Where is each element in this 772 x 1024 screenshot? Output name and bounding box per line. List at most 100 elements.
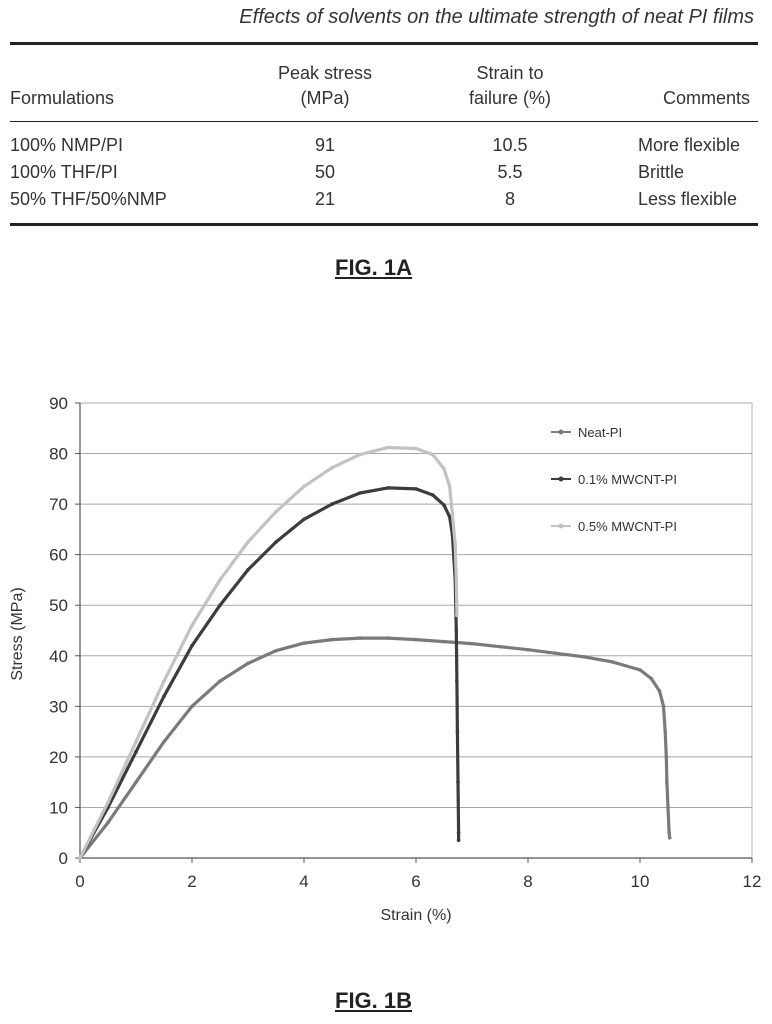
legend-label: 0.1% MWCNT-PI bbox=[578, 472, 677, 487]
series-3-point bbox=[134, 739, 138, 744]
series-3-point bbox=[246, 540, 250, 544]
x-tick-label: 0 bbox=[75, 872, 84, 891]
series-1-point bbox=[414, 637, 418, 642]
series-2-point bbox=[134, 750, 138, 754]
y-tick-label: 90 bbox=[49, 394, 68, 413]
series-2-point bbox=[454, 628, 459, 633]
cell-formulation: 100% NMP/PI bbox=[10, 135, 124, 155]
series-3-point bbox=[450, 512, 455, 517]
series-1-point bbox=[638, 668, 642, 672]
series-3-point bbox=[274, 509, 278, 514]
series-1-point bbox=[582, 654, 586, 659]
series-3-point bbox=[302, 484, 306, 489]
series-2-point bbox=[456, 830, 461, 835]
series-1-point bbox=[190, 704, 194, 709]
series-3-point bbox=[447, 484, 452, 489]
axes: 0 10 20 30 40 50 60 70 80 90 0 2 4 6 8 10 12 bbox=[49, 394, 761, 891]
series-1-point bbox=[246, 661, 250, 666]
header-peak-stress-line1: Peak stress bbox=[277, 63, 373, 83]
series-1-point bbox=[661, 704, 666, 709]
series-2-point bbox=[358, 491, 362, 495]
y-tick-label: 0 bbox=[59, 849, 68, 868]
cell-peak-stress: 21 bbox=[314, 189, 336, 209]
x-tick-label: 12 bbox=[743, 872, 762, 891]
series-1-point bbox=[610, 660, 614, 664]
y-tick-label: 40 bbox=[49, 647, 68, 666]
header-formulations: Formulations bbox=[10, 88, 115, 108]
legend-marker bbox=[558, 523, 564, 529]
series-1-point bbox=[657, 689, 662, 693]
series-line-3 bbox=[78, 445, 459, 860]
series-3-point bbox=[78, 856, 82, 860]
series-1-point bbox=[442, 639, 446, 644]
series-3-point bbox=[162, 679, 166, 683]
x-tick-label: 6 bbox=[411, 872, 420, 891]
series-1-point bbox=[526, 647, 530, 652]
series-3-point bbox=[190, 623, 194, 628]
series-1-point bbox=[667, 835, 672, 840]
series-2-point bbox=[414, 487, 418, 491]
y-tick-label: 80 bbox=[49, 445, 68, 464]
series-1-point bbox=[666, 805, 670, 810]
series-3-point bbox=[414, 446, 418, 451]
cell-peak-stress: 91 bbox=[314, 135, 336, 155]
series-2-point bbox=[218, 603, 222, 608]
y-tick-label: 30 bbox=[49, 697, 68, 716]
series-1-point bbox=[470, 641, 474, 646]
y-tick-label: 50 bbox=[49, 596, 68, 615]
legend-label: 0.5% MWCNT-PI bbox=[578, 519, 677, 534]
x-tick-label: 8 bbox=[523, 872, 532, 891]
series-1-point bbox=[667, 830, 671, 835]
series-2-point bbox=[456, 780, 460, 784]
header-strain-line2: failure (%) bbox=[468, 88, 552, 108]
header-comments: Comments bbox=[662, 88, 750, 108]
table-header-rule bbox=[10, 121, 758, 122]
header-strain-line1: Strain to bbox=[476, 63, 544, 83]
series-1-point bbox=[498, 644, 502, 649]
series-3-point bbox=[454, 578, 459, 582]
legend-label: Neat-PI bbox=[578, 425, 622, 440]
series-1-point bbox=[663, 729, 667, 734]
cell-formulation: 50% THF/50%NMP bbox=[10, 189, 167, 209]
y-tick-label: 60 bbox=[49, 546, 68, 565]
series-2-point bbox=[455, 679, 459, 683]
solvent-table: Effects of solvents on the ultimate stre… bbox=[0, 0, 772, 300]
series-1-point bbox=[358, 636, 362, 640]
series-1-point bbox=[218, 679, 222, 683]
series-1-point bbox=[554, 651, 558, 656]
series-1-point bbox=[664, 755, 669, 759]
series-2-point bbox=[442, 503, 446, 507]
y-axis-label: Stress (MPa) bbox=[9, 587, 26, 680]
cell-formulation: 100% THF/PI bbox=[10, 162, 118, 182]
series-2-point bbox=[386, 486, 390, 490]
table-top-rule bbox=[10, 42, 758, 45]
series-1-point bbox=[330, 637, 334, 642]
cell-comment: Less flexible bbox=[638, 189, 738, 209]
cell-comment: More flexible bbox=[638, 135, 741, 155]
grid-lines bbox=[79, 402, 753, 859]
series-1-point bbox=[106, 820, 110, 825]
y-tick-label: 70 bbox=[49, 495, 68, 514]
y-tick-label: 20 bbox=[49, 748, 68, 767]
series-3-point bbox=[455, 613, 459, 618]
cell-strain: 10.5 bbox=[492, 135, 528, 155]
series-2-point bbox=[330, 502, 334, 506]
legend: Neat-PI 0.1% MWCNT-PI 0.5% MWCNT-PI bbox=[551, 425, 677, 534]
series-3-point bbox=[358, 452, 362, 457]
figure-label-1b: FIG. 1B bbox=[335, 988, 413, 1013]
cell-strain: 8 bbox=[504, 189, 515, 209]
series-2-point bbox=[246, 568, 250, 572]
series-3-point bbox=[218, 578, 222, 582]
series-2-point bbox=[302, 517, 306, 522]
series-1-point bbox=[302, 641, 306, 645]
series-2-point bbox=[190, 643, 194, 648]
x-tick-label: 10 bbox=[631, 872, 650, 891]
header-peak-stress-line2: (MPa) bbox=[300, 88, 350, 108]
legend-marker bbox=[558, 429, 564, 435]
series-3-point bbox=[386, 445, 390, 450]
series-1-point bbox=[386, 636, 390, 640]
series-2-point bbox=[447, 514, 452, 519]
series-2-point bbox=[456, 838, 461, 843]
figure-label-1a: FIG. 1A bbox=[335, 255, 413, 280]
series-3-point bbox=[431, 452, 435, 457]
